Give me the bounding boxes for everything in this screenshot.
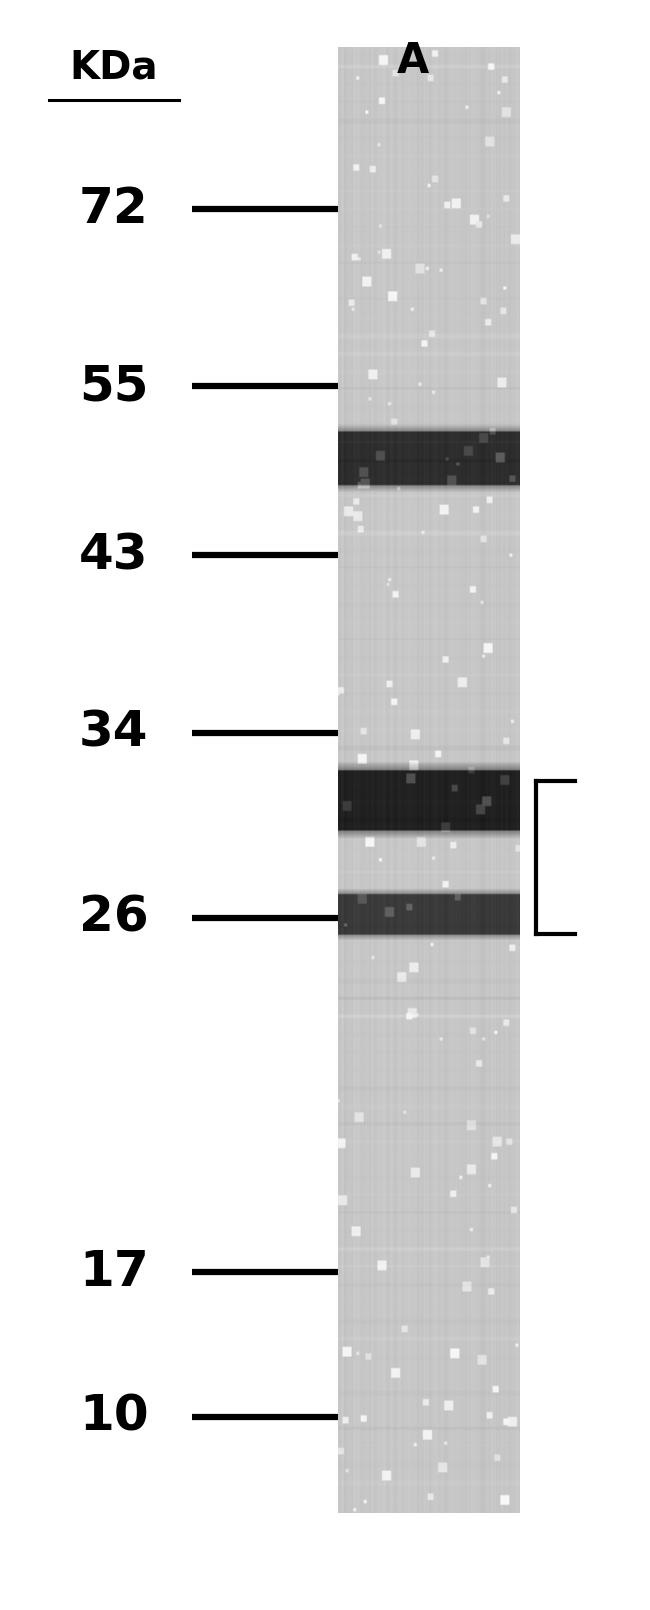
Text: 10: 10 [79, 1393, 149, 1441]
Text: 17: 17 [79, 1248, 149, 1296]
Text: 72: 72 [79, 185, 149, 233]
Text: A: A [396, 40, 429, 82]
Text: 55: 55 [79, 362, 148, 411]
Text: 34: 34 [79, 708, 148, 757]
Text: 26: 26 [79, 894, 149, 942]
Text: KDa: KDa [70, 48, 158, 87]
Text: 43: 43 [79, 531, 148, 580]
